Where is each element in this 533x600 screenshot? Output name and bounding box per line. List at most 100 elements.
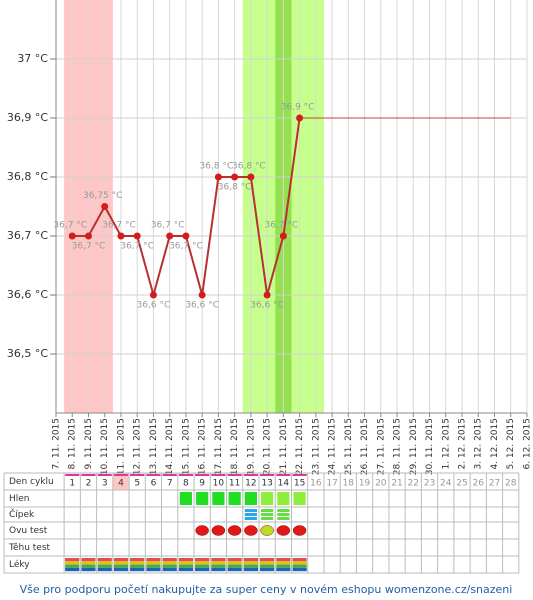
medication-icon bbox=[243, 564, 258, 568]
cycle-day: 7 bbox=[167, 479, 173, 489]
cycle-day-bar bbox=[81, 474, 96, 476]
medication-icon bbox=[113, 564, 129, 568]
medication-icon bbox=[178, 558, 194, 562]
highlight-cell bbox=[112, 473, 130, 490]
row-label: Čípek bbox=[9, 508, 35, 520]
medication-icon bbox=[211, 561, 226, 565]
medication-icon bbox=[97, 561, 112, 565]
cycle-day: 27 bbox=[489, 479, 500, 489]
cycle-day-bar bbox=[243, 474, 258, 476]
data-point bbox=[149, 291, 157, 299]
x-tick-label: 19. 11. 2015 bbox=[246, 418, 256, 475]
value-label: 36,7 °C bbox=[102, 221, 136, 231]
cycle-day: 16 bbox=[310, 479, 322, 489]
cycle-day-bar bbox=[211, 474, 226, 476]
x-tick-label: 22. 11. 2015 bbox=[295, 418, 305, 475]
mucus-icon bbox=[179, 492, 193, 505]
data-point bbox=[117, 232, 125, 240]
x-tick-label: 15. 11. 2015 bbox=[181, 418, 191, 475]
medication-icon bbox=[81, 567, 96, 572]
value-label: 36,8 °C bbox=[200, 162, 234, 172]
cycle-day: 22 bbox=[408, 479, 419, 489]
footer-link[interactable]: Vše pro podporu početí nakupujte za supe… bbox=[20, 583, 513, 596]
cycle-day-bar bbox=[97, 474, 112, 476]
cycle-day-bar bbox=[292, 474, 307, 476]
value-label: 36,8 °C bbox=[232, 162, 266, 172]
y-tick-label: 37 °C bbox=[17, 52, 48, 65]
medication-icon bbox=[260, 558, 275, 562]
medication-icon bbox=[260, 564, 275, 568]
medication-icon bbox=[65, 564, 80, 568]
medication-icon bbox=[211, 558, 226, 562]
data-point bbox=[247, 173, 255, 181]
medication-icon bbox=[97, 564, 112, 568]
medication-icon bbox=[195, 561, 210, 565]
ovulation-test-icon bbox=[292, 525, 307, 536]
cycle-day: 14 bbox=[278, 479, 290, 489]
medication-icon bbox=[97, 558, 112, 562]
y-tick-label: 36,7 °C bbox=[7, 229, 48, 242]
ovulation-test-icon bbox=[227, 525, 242, 536]
cycle-day: 12 bbox=[245, 479, 256, 489]
cervix-icon bbox=[261, 517, 274, 520]
cycle-day-bar bbox=[276, 474, 291, 476]
cycle-day: 6 bbox=[151, 479, 157, 489]
medication-icon bbox=[146, 561, 161, 565]
medication-icon bbox=[146, 558, 161, 562]
mucus-icon bbox=[212, 492, 225, 505]
medication-icon bbox=[81, 558, 96, 562]
cycle-day: 15 bbox=[294, 479, 305, 489]
medication-icon bbox=[292, 558, 307, 562]
cycle-day-bar bbox=[65, 474, 80, 476]
cycle-day: 19 bbox=[359, 479, 371, 489]
mucus-icon bbox=[277, 492, 290, 505]
medication-icon bbox=[146, 564, 161, 568]
medication-icon bbox=[243, 558, 258, 562]
cervix-icon bbox=[244, 513, 257, 516]
cycle-day: 20 bbox=[375, 479, 387, 489]
medication-icon bbox=[65, 558, 80, 562]
x-tick-label: 11. 11. 2015 bbox=[116, 418, 126, 475]
cervix-icon bbox=[277, 517, 290, 520]
cycle-day: 3 bbox=[102, 479, 108, 489]
row-label: Hlen bbox=[9, 494, 30, 504]
data-point bbox=[263, 291, 271, 299]
x-tick-label: 25. 11. 2015 bbox=[344, 418, 354, 475]
value-label: 36,9 °C bbox=[281, 103, 315, 113]
data-point bbox=[84, 232, 92, 240]
x-tick-label: 12. 11. 2015 bbox=[133, 418, 143, 475]
data-point bbox=[101, 203, 109, 210]
cycle-day: 13 bbox=[261, 479, 272, 489]
medication-icon bbox=[260, 567, 275, 572]
x-tick-label: 17. 11. 2015 bbox=[214, 418, 224, 475]
cycle-day: 23 bbox=[424, 479, 435, 489]
value-label: 36,7 °C bbox=[72, 242, 106, 252]
cervix-icon bbox=[261, 509, 274, 512]
medication-icon bbox=[227, 558, 242, 562]
medication-icon bbox=[195, 567, 210, 572]
cycle-day: 25 bbox=[456, 479, 467, 489]
medication-icon bbox=[227, 561, 242, 565]
cervix-icon bbox=[261, 513, 274, 516]
cycle-day: 24 bbox=[440, 479, 452, 489]
x-tick-label: 3. 12. 2015 bbox=[474, 418, 484, 470]
cycle-day: 21 bbox=[391, 479, 402, 489]
medication-icon bbox=[178, 564, 194, 568]
mucus-icon bbox=[293, 492, 306, 505]
value-label: 36,8 °C bbox=[218, 183, 252, 193]
x-tick-label: 21. 11. 2015 bbox=[279, 418, 289, 475]
ovulation-test-icon bbox=[260, 525, 274, 536]
y-tick-label: 36,6 °C bbox=[7, 288, 48, 301]
x-tick-label: 16. 11. 2015 bbox=[198, 418, 208, 475]
medication-icon bbox=[211, 567, 226, 572]
ovulation-test-icon bbox=[195, 525, 209, 536]
row-label: Den cyklu bbox=[9, 477, 54, 487]
cycle-day: 17 bbox=[326, 479, 337, 489]
medication-icon bbox=[65, 567, 80, 572]
x-tick-label: 2. 12. 2015 bbox=[458, 418, 468, 470]
medication-icon bbox=[81, 561, 96, 565]
medication-icon bbox=[130, 558, 145, 562]
mucus-icon bbox=[261, 492, 274, 505]
medication-icon bbox=[113, 567, 129, 572]
cervix-icon bbox=[277, 513, 290, 516]
